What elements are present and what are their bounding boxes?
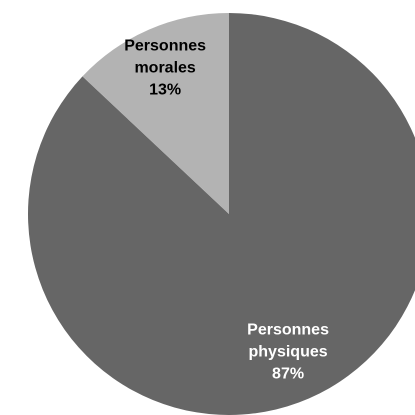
pie-slice-percent: 13% <box>149 81 181 98</box>
pie-slice-label-0: Personnes physiques 87% <box>247 322 329 383</box>
pie-slice-label-line: physiques <box>249 344 328 361</box>
pie-slice-1 <box>82 13 230 214</box>
pie-slice-label-line: Personnes <box>247 322 329 339</box>
pie-slice-0 <box>28 13 415 415</box>
pie-labels: Personnes physiques 87% Personnes morales 13% <box>124 37 329 382</box>
pie-slice-percent: 87% <box>272 366 304 383</box>
pie-slices <box>28 13 415 415</box>
pie-slice-label-1: Personnes morales 13% <box>124 37 206 98</box>
pie-slice-label-line: Personnes <box>124 37 206 54</box>
pie-slice-label-line: morales <box>134 59 195 76</box>
